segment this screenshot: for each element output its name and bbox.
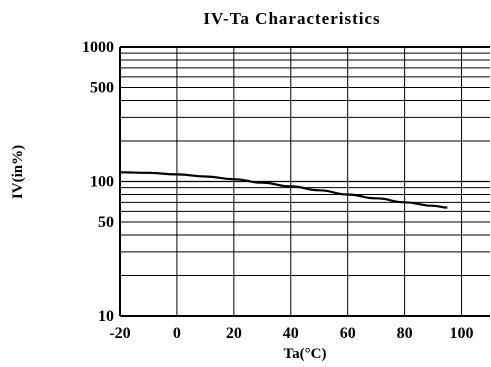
x-tick-label: 20 [226,325,242,342]
x-tick-label: 40 [283,325,299,342]
grid [119,46,490,317]
series-line [119,171,448,209]
x-tick-labels: -20 0 20 40 60 80 100 [109,325,473,342]
x-tick-label: 100 [450,325,474,342]
chart-title: IV-Ta Characteristics [203,9,380,28]
y-tick-labels: 10 50 100 500 1000 [82,39,114,325]
series-layer [119,171,448,209]
x-tick-label: 0 [173,325,181,342]
x-tick-label: -20 [109,325,130,342]
y-tick-label: 10 [98,308,114,325]
y-axis-label: IV(in%) [10,145,26,199]
y-tick-label: 1000 [82,39,114,56]
y-tick-label: 500 [90,79,114,96]
x-tick-label: 60 [340,325,356,342]
y-tick-label: 50 [98,214,114,231]
x-axis-label: Ta(°C) [284,346,327,362]
y-tick-label: 100 [90,174,114,191]
x-tick-label: 80 [397,325,413,342]
